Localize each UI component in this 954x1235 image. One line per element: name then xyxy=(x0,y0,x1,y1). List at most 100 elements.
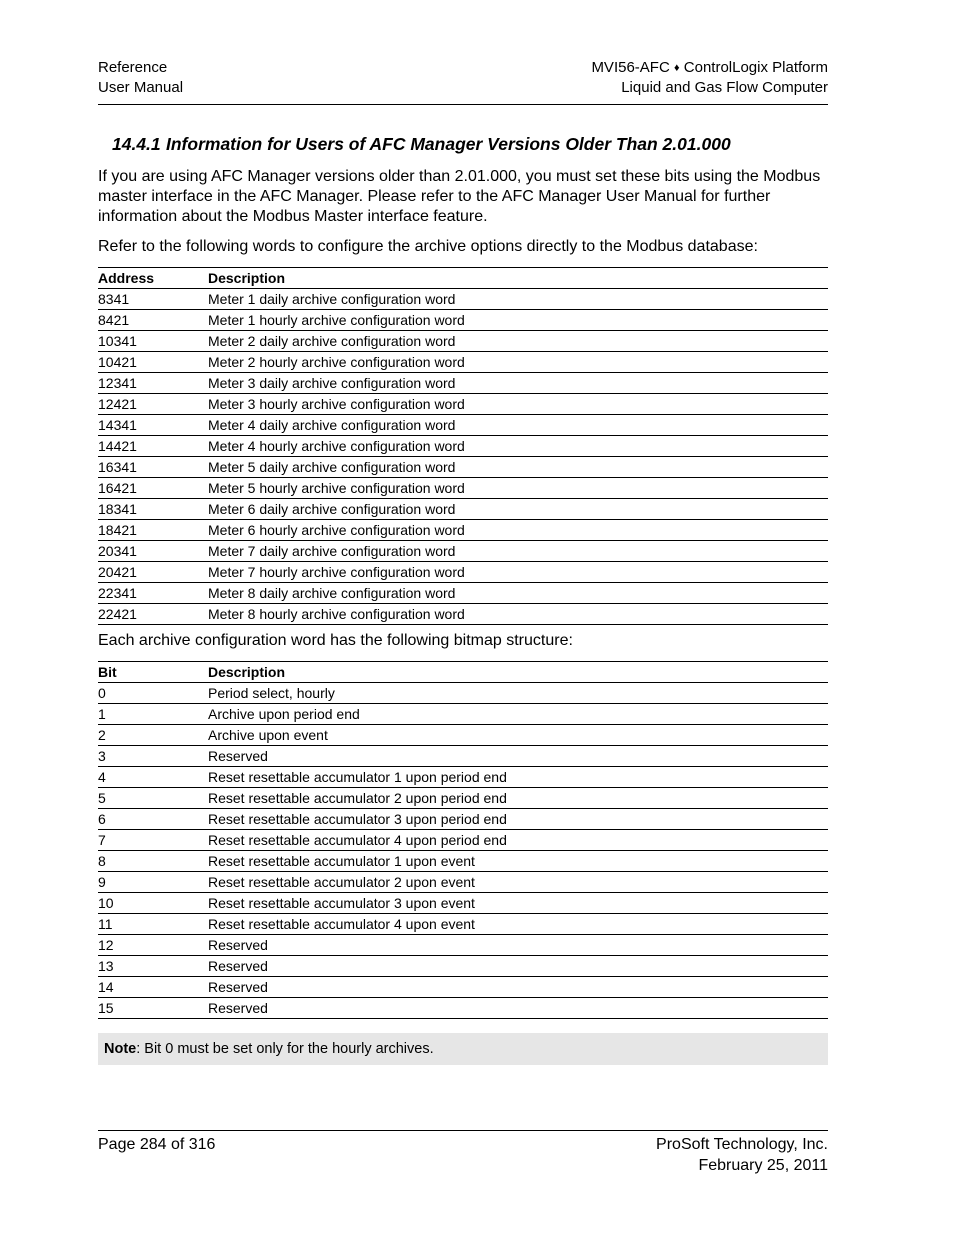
bit-table-row: 1Archive upon period end xyxy=(98,704,828,725)
address-table-cell-desc: Meter 1 daily archive configuration word xyxy=(208,289,828,310)
address-table-row: 8341Meter 1 daily archive configuration … xyxy=(98,289,828,310)
footer-page-number: Page 284 of 316 xyxy=(98,1135,215,1177)
address-table-cell-key: 20341 xyxy=(98,541,208,562)
header-user-manual: User Manual xyxy=(98,78,183,98)
address-table-cell-desc: Meter 5 daily archive configuration word xyxy=(208,457,828,478)
bit-table-cell-desc: Reserved xyxy=(208,746,828,767)
address-table-row: 18421Meter 6 hourly archive configuratio… xyxy=(98,520,828,541)
bit-table-row: 2Archive upon event xyxy=(98,725,828,746)
address-table-row: 14341Meter 4 daily archive configuration… xyxy=(98,415,828,436)
address-table-cell-key: 16341 xyxy=(98,457,208,478)
bit-table-cell-key: 14 xyxy=(98,977,208,998)
header-left: Reference User Manual xyxy=(98,58,183,99)
bit-table-header-row: Bit Description xyxy=(98,662,828,683)
address-table-row: 8421Meter 1 hourly archive configuration… xyxy=(98,310,828,331)
address-table-cell-key: 16421 xyxy=(98,478,208,499)
address-table-row: 10421Meter 2 hourly archive configuratio… xyxy=(98,352,828,373)
address-table: Address Description 8341Meter 1 daily ar… xyxy=(98,267,828,625)
address-table-cell-desc: Meter 1 hourly archive configuration wor… xyxy=(208,310,828,331)
bit-table-cell-desc: Reserved xyxy=(208,998,828,1019)
bit-table-cell-key: 7 xyxy=(98,830,208,851)
bit-table-row: 7Reset resettable accumulator 4 upon per… xyxy=(98,830,828,851)
address-table-cell-desc: Meter 2 daily archive configuration word xyxy=(208,331,828,352)
address-table-cell-key: 8421 xyxy=(98,310,208,331)
address-table-cell-desc: Meter 8 hourly archive configuration wor… xyxy=(208,604,828,625)
bit-table-cell-desc: Reserved xyxy=(208,956,828,977)
bit-table-cell-desc: Reset resettable accumulator 3 upon peri… xyxy=(208,809,828,830)
bit-table-row: 8Reset resettable accumulator 1 upon eve… xyxy=(98,851,828,872)
address-table-cell-desc: Meter 8 daily archive configuration word xyxy=(208,583,828,604)
bit-table-cell-key: 6 xyxy=(98,809,208,830)
paragraph-3: Each archive configuration word has the … xyxy=(98,631,828,651)
bit-table-header-bit: Bit xyxy=(98,662,208,683)
note-label: Note xyxy=(104,1041,136,1057)
address-table-cell-key: 10421 xyxy=(98,352,208,373)
bit-table-row: 14Reserved xyxy=(98,977,828,998)
bit-table-cell-key: 9 xyxy=(98,872,208,893)
bit-table-cell-desc: Reset resettable accumulator 4 upon even… xyxy=(208,914,828,935)
bit-table-cell-key: 8 xyxy=(98,851,208,872)
address-table-row: 16421Meter 5 hourly archive configuratio… xyxy=(98,478,828,499)
address-table-cell-desc: Meter 3 hourly archive configuration wor… xyxy=(208,394,828,415)
address-table-cell-desc: Meter 2 hourly archive configuration wor… xyxy=(208,352,828,373)
address-table-row: 22421Meter 8 hourly archive configuratio… xyxy=(98,604,828,625)
bit-table-cell-desc: Reset resettable accumulator 3 upon even… xyxy=(208,893,828,914)
address-table-cell-key: 18341 xyxy=(98,499,208,520)
address-table-cell-key: 14421 xyxy=(98,436,208,457)
address-table-cell-desc: Meter 6 daily archive configuration word xyxy=(208,499,828,520)
bit-table-row: 3Reserved xyxy=(98,746,828,767)
header-right: MVI56-AFC ♦ ControlLogix Platform Liquid… xyxy=(591,58,828,99)
page-header: Reference User Manual MVI56-AFC ♦ Contro… xyxy=(98,58,828,105)
bit-table-cell-desc: Reset resettable accumulator 2 upon peri… xyxy=(208,788,828,809)
header-reference: Reference xyxy=(98,58,183,78)
bit-table-row: 12Reserved xyxy=(98,935,828,956)
bit-table-row: 11Reset resettable accumulator 4 upon ev… xyxy=(98,914,828,935)
section-heading: 14.4.1 Information for Users of AFC Mana… xyxy=(112,133,828,156)
address-table-cell-key: 12421 xyxy=(98,394,208,415)
address-table-cell-key: 12341 xyxy=(98,373,208,394)
paragraph-1: If you are using AFC Manager versions ol… xyxy=(98,167,828,227)
address-table-row: 20341Meter 7 daily archive configuration… xyxy=(98,541,828,562)
bit-table-cell-desc: Reset resettable accumulator 1 upon peri… xyxy=(208,767,828,788)
bit-table-row: 5Reset resettable accumulator 2 upon per… xyxy=(98,788,828,809)
address-table-cell-desc: Meter 7 daily archive configuration word xyxy=(208,541,828,562)
bit-table-cell-desc: Archive upon period end xyxy=(208,704,828,725)
bit-table-cell-key: 13 xyxy=(98,956,208,977)
bit-table-row: 15Reserved xyxy=(98,998,828,1019)
bit-table-cell-key: 15 xyxy=(98,998,208,1019)
address-table-row: 12341Meter 3 daily archive configuration… xyxy=(98,373,828,394)
header-product: MVI56-AFC ♦ ControlLogix Platform xyxy=(591,58,828,78)
address-table-row: 22341Meter 8 daily archive configuration… xyxy=(98,583,828,604)
header-product-code: MVI56-AFC xyxy=(591,59,669,76)
bit-table-cell-key: 1 xyxy=(98,704,208,725)
address-table-row: 20421Meter 7 hourly archive configuratio… xyxy=(98,562,828,583)
bit-table-row: 10Reset resettable accumulator 3 upon ev… xyxy=(98,893,828,914)
address-table-row: 16341Meter 5 daily archive configuration… xyxy=(98,457,828,478)
bit-table-row: 13Reserved xyxy=(98,956,828,977)
address-table-header-description: Description xyxy=(208,268,828,289)
address-table-cell-key: 22341 xyxy=(98,583,208,604)
address-table-row: 12421Meter 3 hourly archive configuratio… xyxy=(98,394,828,415)
address-table-cell-key: 22421 xyxy=(98,604,208,625)
bit-table-cell-key: 11 xyxy=(98,914,208,935)
bit-table-cell-desc: Reset resettable accumulator 4 upon peri… xyxy=(208,830,828,851)
section-number: 14.4.1 xyxy=(112,133,166,156)
address-table-cell-desc: Meter 7 hourly archive configuration wor… xyxy=(208,562,828,583)
paragraph-2: Refer to the following words to configur… xyxy=(98,237,828,257)
bit-table-cell-key: 2 xyxy=(98,725,208,746)
address-table-cell-key: 8341 xyxy=(98,289,208,310)
header-platform: ControlLogix Platform xyxy=(684,59,828,76)
diamond-icon: ♦ xyxy=(674,62,680,74)
bit-table-cell-desc: Reset resettable accumulator 1 upon even… xyxy=(208,851,828,872)
bit-table-row: 9Reset resettable accumulator 2 upon eve… xyxy=(98,872,828,893)
bit-table-row: 0Period select, hourly xyxy=(98,683,828,704)
bit-table-row: 4Reset resettable accumulator 1 upon per… xyxy=(98,767,828,788)
bit-table-cell-key: 10 xyxy=(98,893,208,914)
address-table-cell-desc: Meter 4 hourly archive configuration wor… xyxy=(208,436,828,457)
note-text: : Bit 0 must be set only for the hourly … xyxy=(136,1041,433,1057)
address-table-cell-desc: Meter 4 daily archive configuration word xyxy=(208,415,828,436)
address-table-cell-key: 10341 xyxy=(98,331,208,352)
bit-table-cell-desc: Reset resettable accumulator 2 upon even… xyxy=(208,872,828,893)
address-table-row: 18341Meter 6 daily archive configuration… xyxy=(98,499,828,520)
address-table-header-address: Address xyxy=(98,268,208,289)
